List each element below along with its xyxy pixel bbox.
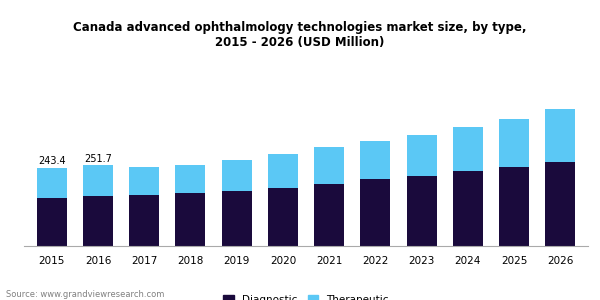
Bar [407, 135, 437, 176]
Bar [268, 154, 298, 188]
Bar [499, 119, 529, 167]
Bar [407, 176, 437, 246]
Bar [129, 167, 159, 195]
Bar [453, 127, 483, 171]
Text: 251.7: 251.7 [84, 154, 112, 164]
Bar [221, 160, 251, 191]
Bar [129, 195, 159, 246]
Text: 243.4: 243.4 [38, 157, 65, 166]
Bar [314, 184, 344, 246]
Bar [221, 191, 251, 246]
Bar [453, 171, 483, 246]
Bar [499, 167, 529, 246]
Text: Canada advanced ophthalmology technologies market size, by type,
2015 - 2026 (US: Canada advanced ophthalmology technologi… [73, 21, 527, 49]
Legend: Diagnostic, Therapeutic: Diagnostic, Therapeutic [219, 291, 393, 300]
Bar [175, 193, 205, 246]
Bar [314, 147, 344, 184]
Bar [37, 198, 67, 246]
Bar [175, 165, 205, 193]
Text: Source: www.grandviewresearch.com: Source: www.grandviewresearch.com [6, 290, 164, 299]
Bar [37, 168, 67, 198]
Bar [361, 141, 391, 179]
Bar [83, 196, 113, 246]
Bar [83, 165, 113, 196]
Bar [268, 188, 298, 246]
Bar [545, 110, 575, 162]
Bar [545, 162, 575, 246]
Bar [361, 179, 391, 246]
